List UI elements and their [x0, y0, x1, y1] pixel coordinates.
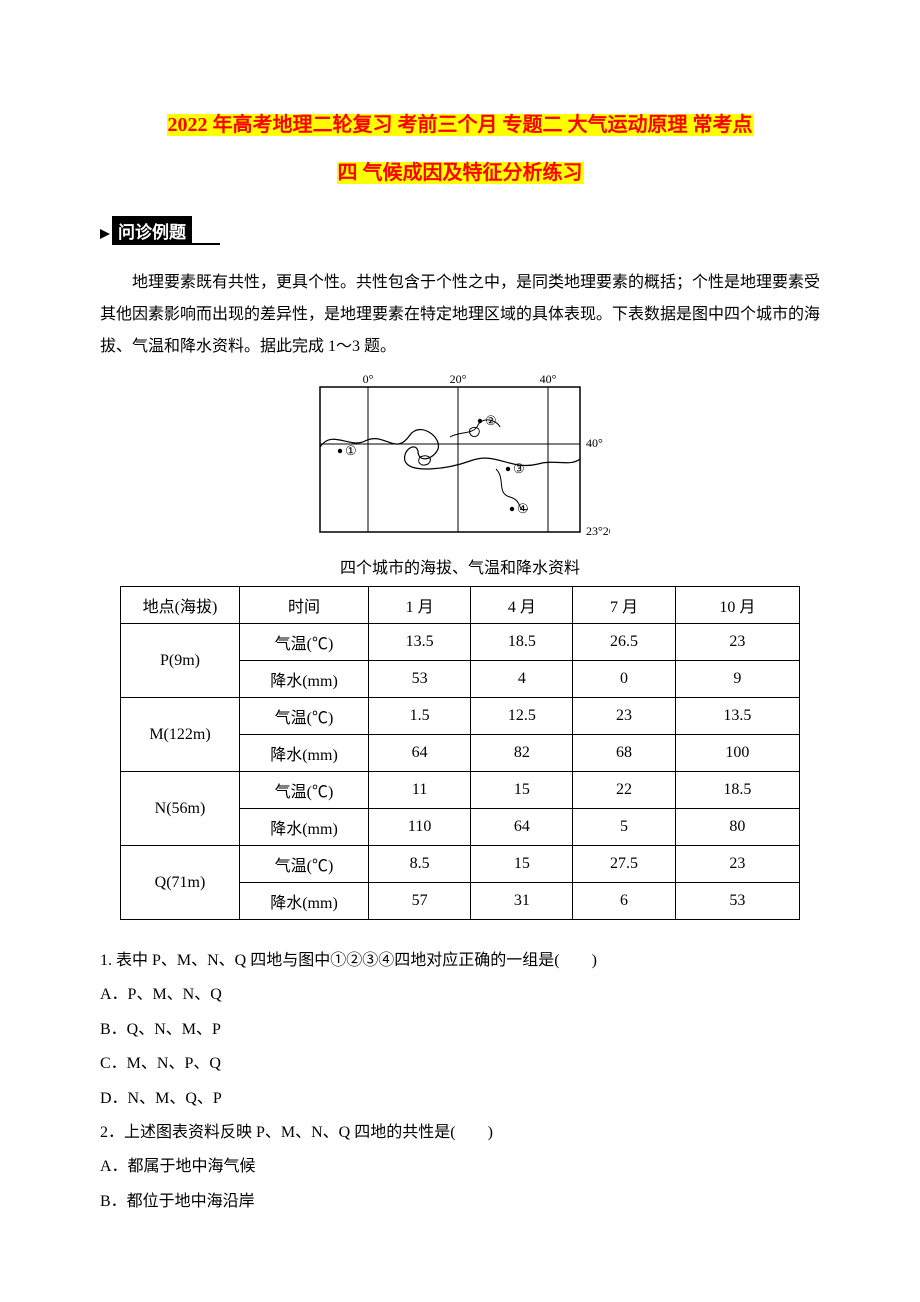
- cell: 18.5: [675, 772, 799, 809]
- title-text-1: 2022 年高考地理二轮复习 考前三个月 专题二 大气运动原理 常考点: [167, 114, 754, 136]
- section-tag-tail: [190, 243, 220, 245]
- table-row: P(9m) 气温(℃) 13.5 18.5 26.5 23: [121, 624, 800, 661]
- loc-m: M(122m): [121, 698, 240, 772]
- cell: 26.5: [573, 624, 675, 661]
- table-row: N(56m) 气温(℃) 11 15 22 18.5: [121, 772, 800, 809]
- cell: 31: [471, 883, 573, 920]
- metric-temp: 气温(℃): [240, 698, 369, 735]
- table-caption: 四个城市的海拔、气温和降水资料: [100, 554, 820, 578]
- th-loc: 地点(海拔): [121, 587, 240, 624]
- q1-opt-c: C．M、N、P、Q: [100, 1047, 820, 1081]
- lat-40: 40°: [586, 436, 603, 450]
- map-svg: 0° 20° 40° 40° 23°26′ ① ② ③ ④: [310, 369, 610, 545]
- q2-opt-b: B．都位于地中海沿岸: [100, 1185, 820, 1219]
- cell: 15: [471, 772, 573, 809]
- table-row: Q(71m) 气温(℃) 8.5 15 27.5 23: [121, 846, 800, 883]
- cell: 82: [471, 735, 573, 772]
- cell: 13.5: [675, 698, 799, 735]
- cell: 80: [675, 809, 799, 846]
- cell: 100: [675, 735, 799, 772]
- cell: 15: [471, 846, 573, 883]
- cell: 13.5: [369, 624, 471, 661]
- metric-temp: 气温(℃): [240, 772, 369, 809]
- cell: 110: [369, 809, 471, 846]
- cell: 53: [675, 883, 799, 920]
- cell: 1.5: [369, 698, 471, 735]
- map-label-3: ③: [513, 461, 525, 476]
- metric-temp: 气温(℃): [240, 846, 369, 883]
- cell: 8.5: [369, 846, 471, 883]
- cell: 64: [471, 809, 573, 846]
- metric-precip: 降水(mm): [240, 661, 369, 698]
- lon-0: 0°: [363, 372, 374, 386]
- section-tag: 问诊例题: [100, 216, 820, 245]
- loc-n: N(56m): [121, 772, 240, 846]
- title-line1: 2022 年高考地理二轮复习 考前三个月 专题二 大气运动原理 常考点: [100, 110, 820, 140]
- map-label-4: ④: [517, 501, 529, 516]
- questions: 1. 表中 P、M、N、Q 四地与图中①②③④四地对应正确的一组是( ) A．P…: [100, 944, 820, 1219]
- q2-stem: 2．上述图表资料反映 P、M、N、Q 四地的共性是( ): [100, 1116, 820, 1150]
- metric-precip: 降水(mm): [240, 809, 369, 846]
- th-time: 时间: [240, 587, 369, 624]
- loc-p: P(9m): [121, 624, 240, 698]
- metric-precip: 降水(mm): [240, 735, 369, 772]
- map-figure: 0° 20° 40° 40° 23°26′ ① ② ③ ④: [100, 369, 820, 550]
- cell: 57: [369, 883, 471, 920]
- cell: 23: [675, 624, 799, 661]
- section-tag-label: 问诊例题: [112, 216, 192, 245]
- cell: 9: [675, 661, 799, 698]
- intro-paragraph: 地理要素既有共性，更具个性。共性包含于个性之中，是同类地理要素的概括；个性是地理…: [100, 267, 820, 363]
- cell: 68: [573, 735, 675, 772]
- q1-stem: 1. 表中 P、M、N、Q 四地与图中①②③④四地对应正确的一组是( ): [100, 944, 820, 978]
- th-jul: 7 月: [573, 587, 675, 624]
- metric-precip: 降水(mm): [240, 883, 369, 920]
- th-apr: 4 月: [471, 587, 573, 624]
- q1-opt-d: D．N、M、Q、P: [100, 1082, 820, 1116]
- arrow-icon: [100, 229, 110, 239]
- cell: 6: [573, 883, 675, 920]
- loc-q: Q(71m): [121, 846, 240, 920]
- cell: 22: [573, 772, 675, 809]
- cell: 23: [675, 846, 799, 883]
- metric-temp: 气温(℃): [240, 624, 369, 661]
- map-label-1: ①: [345, 443, 357, 458]
- cell: 18.5: [471, 624, 573, 661]
- table-row: M(122m) 气温(℃) 1.5 12.5 23 13.5: [121, 698, 800, 735]
- cell: 64: [369, 735, 471, 772]
- cell: 23: [573, 698, 675, 735]
- map-label-2: ②: [485, 413, 497, 428]
- cell: 4: [471, 661, 573, 698]
- lon-20: 20°: [450, 372, 467, 386]
- q1-opt-a: A．P、M、N、Q: [100, 978, 820, 1012]
- cell: 11: [369, 772, 471, 809]
- lat-2326: 23°26′: [586, 524, 610, 538]
- title-line2: 四 气候成因及特征分析练习: [100, 158, 820, 188]
- cell: 53: [369, 661, 471, 698]
- cell: 27.5: [573, 846, 675, 883]
- table-header-row: 地点(海拔) 时间 1 月 4 月 7 月 10 月: [121, 587, 800, 624]
- th-oct: 10 月: [675, 587, 799, 624]
- q2-opt-a: A．都属于地中海气候: [100, 1150, 820, 1184]
- lon-40: 40°: [540, 372, 557, 386]
- title-text-2: 四 气候成因及特征分析练习: [337, 162, 584, 184]
- page: 2022 年高考地理二轮复习 考前三个月 专题二 大气运动原理 常考点 四 气候…: [0, 0, 920, 1279]
- cell: 5: [573, 809, 675, 846]
- q1-opt-b: B．Q、N、M、P: [100, 1013, 820, 1047]
- cell: 0: [573, 661, 675, 698]
- data-table: 地点(海拔) 时间 1 月 4 月 7 月 10 月 P(9m) 气温(℃) 1…: [120, 586, 800, 920]
- th-jan: 1 月: [369, 587, 471, 624]
- cell: 12.5: [471, 698, 573, 735]
